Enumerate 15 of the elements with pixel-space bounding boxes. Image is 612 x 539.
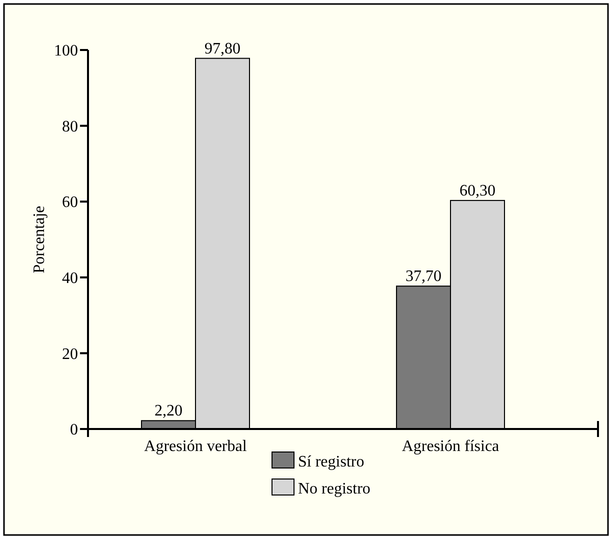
- data-label: 2,20: [154, 402, 182, 420]
- data-label: 37,70: [406, 268, 442, 286]
- y-axis-title: Porcentaje: [31, 206, 48, 274]
- y-tick-label: 100: [54, 42, 78, 60]
- x-tick-label: Agresión verbal: [144, 438, 248, 455]
- data-label: 60,30: [460, 182, 496, 200]
- data-label: 97,80: [204, 40, 240, 58]
- y-tick-label: 60: [62, 194, 78, 212]
- legend-label: Sí registro: [298, 454, 364, 471]
- y-tick-label: 40: [62, 270, 78, 287]
- y-tick-label: 0: [70, 422, 78, 439]
- legend-label: No registro: [298, 480, 370, 498]
- y-tick-label: 80: [62, 118, 78, 136]
- x-tick-label: Agresión física: [402, 438, 500, 455]
- y-tick-label: 20: [62, 346, 78, 363]
